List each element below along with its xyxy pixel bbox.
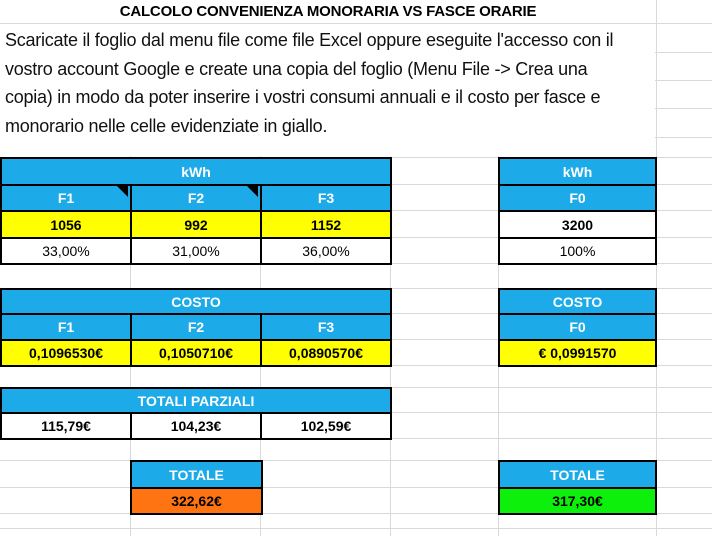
costo-monorario-header-cell[interactable]: COSTO (498, 288, 657, 315)
totale-monorario-header-cell[interactable]: TOTALE (498, 460, 657, 489)
gridline (260, 0, 261, 536)
f1-percent-cell[interactable]: 33,00% (0, 237, 132, 265)
f2-consumo-input-cell[interactable]: 992 (130, 210, 262, 239)
gridline (0, 487, 712, 488)
note-indicator-icon (247, 186, 258, 197)
kwh-fasce-header-cell[interactable]: kWh (0, 157, 392, 186)
costo-f1-input-cell[interactable]: 0,1096530€ (0, 339, 132, 367)
costo-f3-header-cell[interactable]: F3 (260, 313, 392, 341)
f0-column-header-cell[interactable]: F0 (498, 184, 657, 212)
f0-consumo-cell[interactable]: 3200 (498, 210, 657, 239)
totale-parziale-f1-cell[interactable]: 115,79€ (0, 412, 132, 440)
gridline (0, 23, 712, 24)
totale-monorario-table: TOTALE 317,30€ (498, 460, 657, 515)
totale-parziale-f2-cell[interactable]: 104,23€ (130, 412, 262, 440)
gridline (0, 528, 712, 529)
note-indicator-icon (117, 186, 128, 197)
f2-percent-cell[interactable]: 31,00% (130, 237, 262, 265)
totale-fasce-value-cell[interactable]: 322,62€ (130, 487, 263, 515)
kwh-fasce-table: kWh F1 F2 F3 1056 992 1152 33,00% 31,00%… (0, 157, 392, 265)
f0-percent-cell[interactable]: 100% (498, 237, 657, 265)
intro-line: vostro account Google e create una copia… (5, 58, 588, 79)
costo-monorario-table: COSTO F0 € 0,0991570 (498, 288, 657, 367)
costo-f2-header-cell[interactable]: F2 (130, 313, 262, 341)
totali-parziali-header-cell[interactable]: TOTALI PARZIALI (0, 387, 392, 414)
costo-f0-header-cell[interactable]: F0 (498, 313, 657, 341)
page-title: CALCOLO CONVENIENZA MONORARIA VS FASCE O… (119, 3, 537, 20)
totale-fasce-table: TOTALE 322,62€ (130, 460, 263, 515)
totale-monorario-value-cell[interactable]: 317,30€ (498, 487, 657, 515)
gridline (656, 0, 657, 536)
f3-consumo-input-cell[interactable]: 1152 (260, 210, 392, 239)
gridline (0, 513, 712, 514)
totali-parziali-table: TOTALI PARZIALI 115,79€ 104,23€ 102,59€ (0, 387, 392, 440)
gridline (0, 460, 712, 461)
f3-column-header-cell[interactable]: F3 (260, 184, 392, 212)
totale-fasce-header-cell[interactable]: TOTALE (130, 460, 263, 489)
intro-line: Scaricate il foglio dal menu file come f… (5, 30, 614, 50)
f1-consumo-input-cell[interactable]: 1056 (0, 210, 132, 239)
title-cell-background (0, 0, 655, 23)
gridline (130, 0, 131, 536)
intro-line: monorario nelle celle evidenziate in gia… (5, 115, 328, 136)
totale-parziale-f3-cell[interactable]: 102,59€ (260, 412, 392, 440)
f3-percent-cell[interactable]: 36,00% (260, 237, 392, 265)
f1-column-header-cell[interactable]: F1 (0, 184, 132, 212)
costo-fasce-header-cell[interactable]: COSTO (0, 288, 392, 315)
f2-column-header-cell[interactable]: F2 (130, 184, 262, 212)
kwh-monorario-header-cell[interactable]: kWh (498, 157, 657, 186)
costo-f3-input-cell[interactable]: 0,0890570€ (260, 339, 392, 367)
intro-text: Scaricate il foglio dal menu file come f… (5, 26, 614, 140)
gridline (498, 0, 499, 536)
intro-cell-background (0, 24, 655, 156)
gridline (390, 0, 391, 536)
costo-fasce-table: COSTO F1 F2 F3 0,1096530€ 0,1050710€ 0,0… (0, 288, 392, 367)
kwh-monorario-table: kWh F0 3200 100% (498, 157, 657, 265)
intro-line: copia) in modo da poter inserire i vostr… (5, 87, 601, 107)
costo-f0-input-cell[interactable]: € 0,0991570 (498, 339, 657, 367)
costo-f1-header-cell[interactable]: F1 (0, 313, 132, 341)
costo-f2-input-cell[interactable]: 0,1050710€ (130, 339, 262, 367)
